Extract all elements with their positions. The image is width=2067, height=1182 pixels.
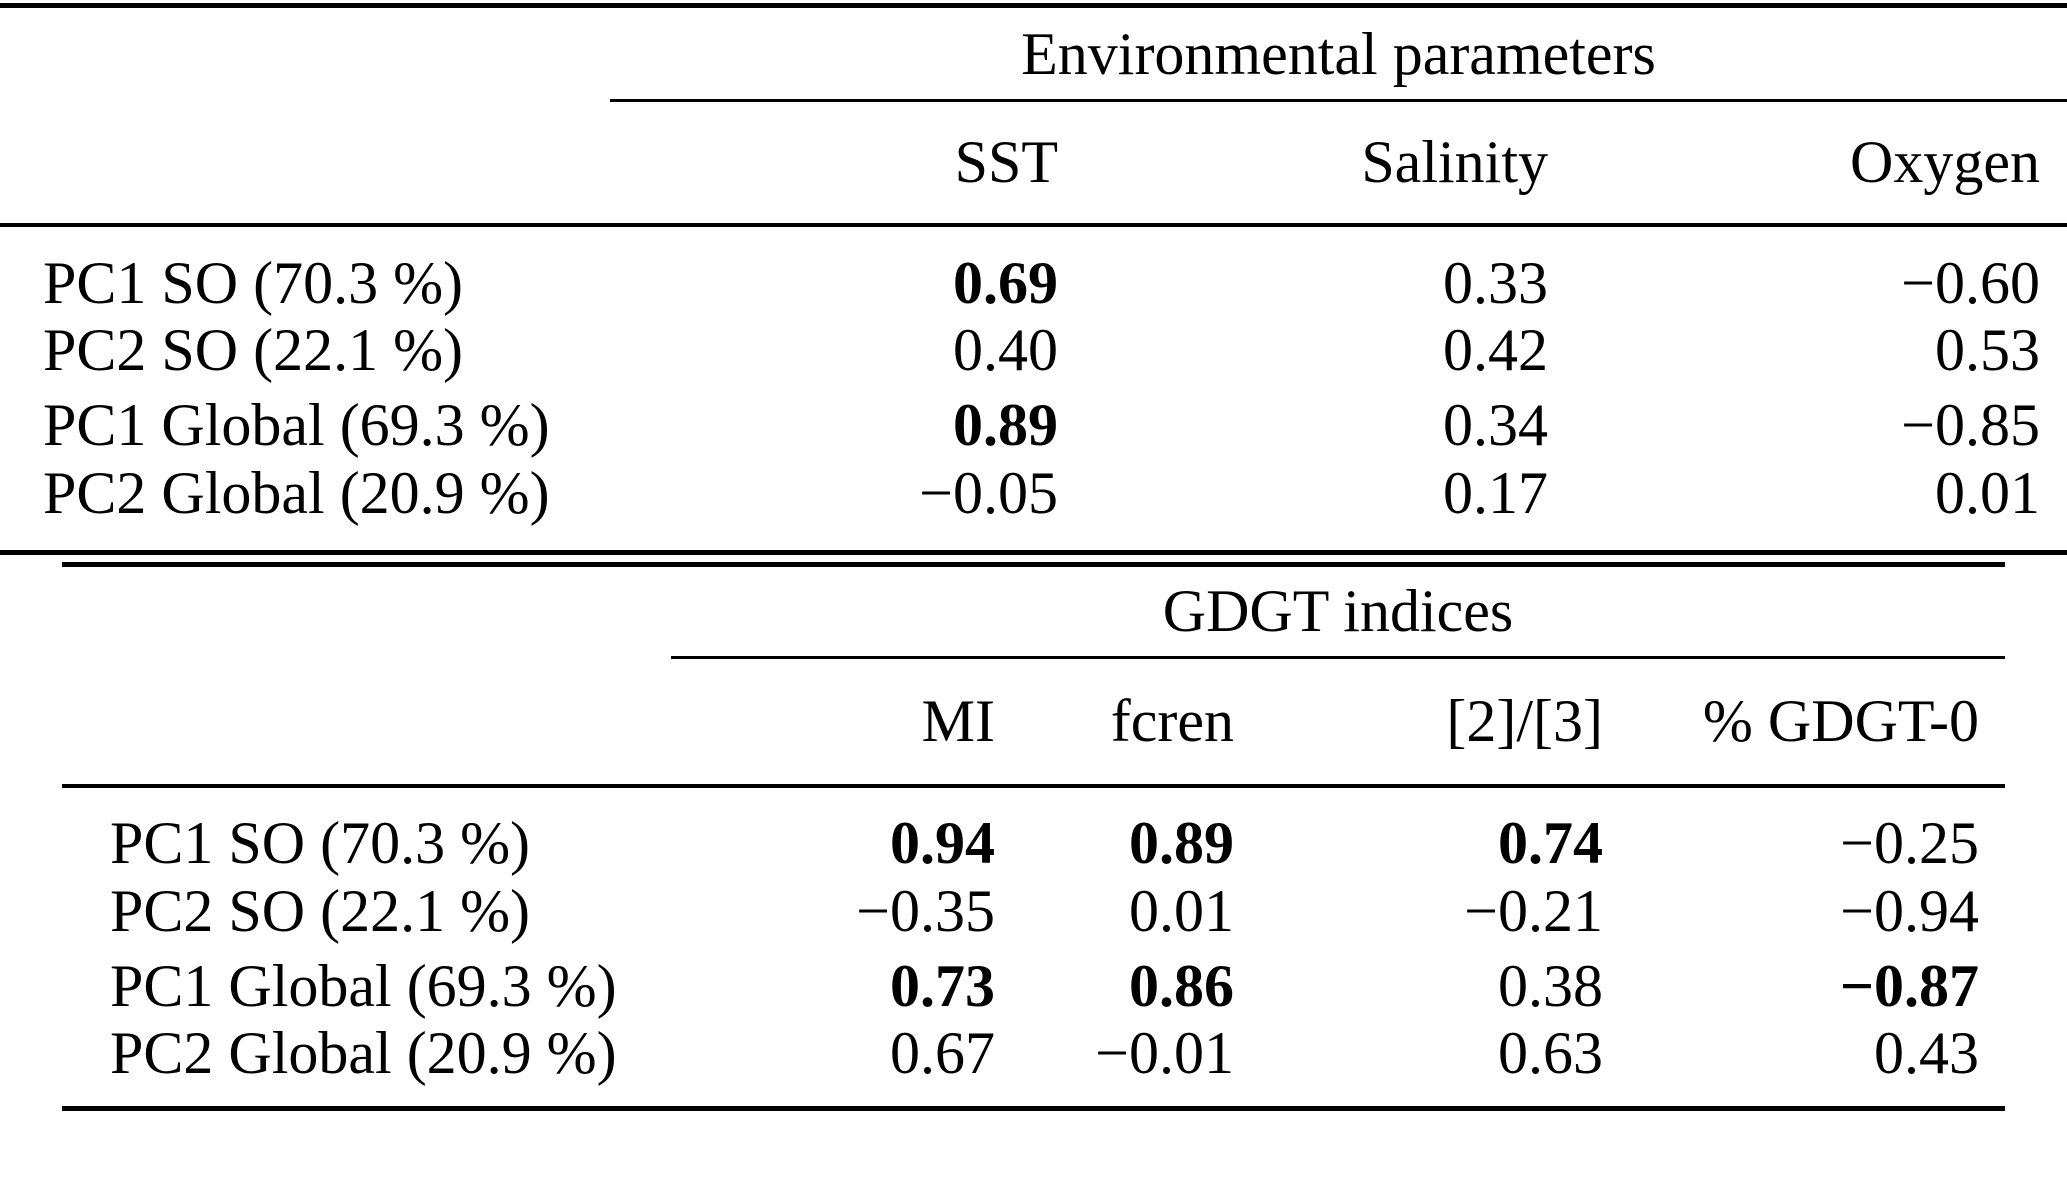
row-label: PC1 Global (69.3 %)	[110, 952, 617, 1019]
cell: −0.35	[856, 877, 995, 944]
row-label: PC1 Global (69.3 %)	[43, 392, 550, 458]
cell: 0.01	[1129, 877, 1234, 944]
group-header-gdgt-indices: GDGT indices	[671, 564, 2006, 659]
cell: 0.63	[1498, 1020, 1603, 1086]
cell: 0.42	[1443, 317, 1548, 383]
table-row: PC2 SO (22.1 %) −0.35 0.01 −0.21 −0.94	[62, 873, 2005, 948]
cell: 0.40	[953, 317, 1058, 383]
cell: 0.33	[1443, 249, 1548, 316]
column-header-salinity: Salinity	[1080, 100, 1560, 227]
cell: 0.73	[890, 952, 995, 1019]
cell: 0.01	[1935, 459, 2041, 526]
empty-corner-cell	[0, 6, 610, 101]
cell: 0.67	[890, 1020, 995, 1086]
column-header-sst: SST	[610, 100, 1080, 227]
cell: 0.89	[1129, 810, 1234, 876]
table-row: PC1 Global (69.3 %) 0.73 0.86 0.38 −0.87	[62, 948, 2005, 1023]
cell: 0.34	[1443, 392, 1548, 458]
cell: −0.60	[1901, 249, 2041, 316]
empty-corner-cell	[62, 564, 671, 657]
cell: −0.94	[1840, 877, 1980, 944]
row-label: PC2 SO (22.1 %)	[110, 877, 531, 944]
cell: −0.85	[1901, 392, 2041, 458]
column-header-2-over-3: [2]/[3]	[1241, 657, 1610, 788]
row-label: PC2 SO (22.1 %)	[43, 317, 464, 383]
row-label: PC1 SO (70.3 %)	[110, 810, 531, 876]
row-label: PC2 Global (20.9 %)	[110, 1020, 617, 1086]
cell: 0.94	[890, 810, 995, 876]
cell: −0.87	[1839, 952, 1980, 1019]
empty-corner-cell	[0, 100, 610, 227]
cell: 0.53	[1935, 317, 2041, 383]
cell: 0.89	[953, 392, 1058, 458]
table-row: SST Salinity Oxygen	[0, 100, 2067, 227]
table-row: PC2 Global (20.9 %) 0.67 −0.01 0.63 0.43	[62, 1023, 2005, 1109]
row-label: PC2 Global (20.9 %)	[43, 459, 550, 526]
cell: −0.05	[919, 459, 1058, 526]
cell: 0.69	[953, 249, 1058, 316]
cell: 0.86	[1129, 952, 1234, 1019]
gdgt-indices-table: GDGT indices MI fcren [2]/[3] % GDGT-0 P…	[62, 561, 2006, 1111]
column-header-pct-gdgt-0: % GDGT-0	[1610, 657, 2006, 788]
cell: −0.25	[1840, 810, 1980, 876]
cell: 0.74	[1498, 810, 1603, 876]
column-header-mi: MI	[671, 657, 1002, 788]
group-header-environmental-parameters: Environmental parameters	[610, 5, 2067, 102]
cell: −0.01	[1095, 1020, 1234, 1086]
table-row: PC2 SO (22.1 %) 0.40 0.42 0.53	[0, 313, 2067, 388]
cell: 0.17	[1443, 459, 1548, 526]
table-row: PC1 Global (69.3 %) 0.89 0.34 −0.85	[0, 388, 2067, 463]
cell: 0.38	[1498, 952, 1603, 1019]
table-row: Environmental parameters	[0, 5, 2067, 102]
cell: 0.43	[1874, 1020, 1980, 1086]
table-row: PC1 SO (70.3 %) 0.94 0.89 0.74 −0.25	[62, 786, 2005, 873]
table-row: PC1 SO (70.3 %) 0.69 0.33 −0.60	[0, 225, 2067, 313]
empty-corner-cell	[62, 657, 671, 788]
table-row: PC2 Global (20.9 %) −0.05 0.17 0.01	[0, 463, 2067, 553]
column-header-fcren: fcren	[1002, 657, 1241, 788]
environmental-parameters-table: Environmental parameters SST Salinity Ox…	[0, 3, 2067, 555]
row-label: PC1 SO (70.3 %)	[43, 249, 464, 316]
table-row: GDGT indices	[62, 564, 2006, 659]
column-header-oxygen: Oxygen	[1560, 100, 2067, 227]
cell: −0.21	[1464, 877, 1603, 944]
table-row: MI fcren [2]/[3] % GDGT-0	[62, 657, 2006, 788]
